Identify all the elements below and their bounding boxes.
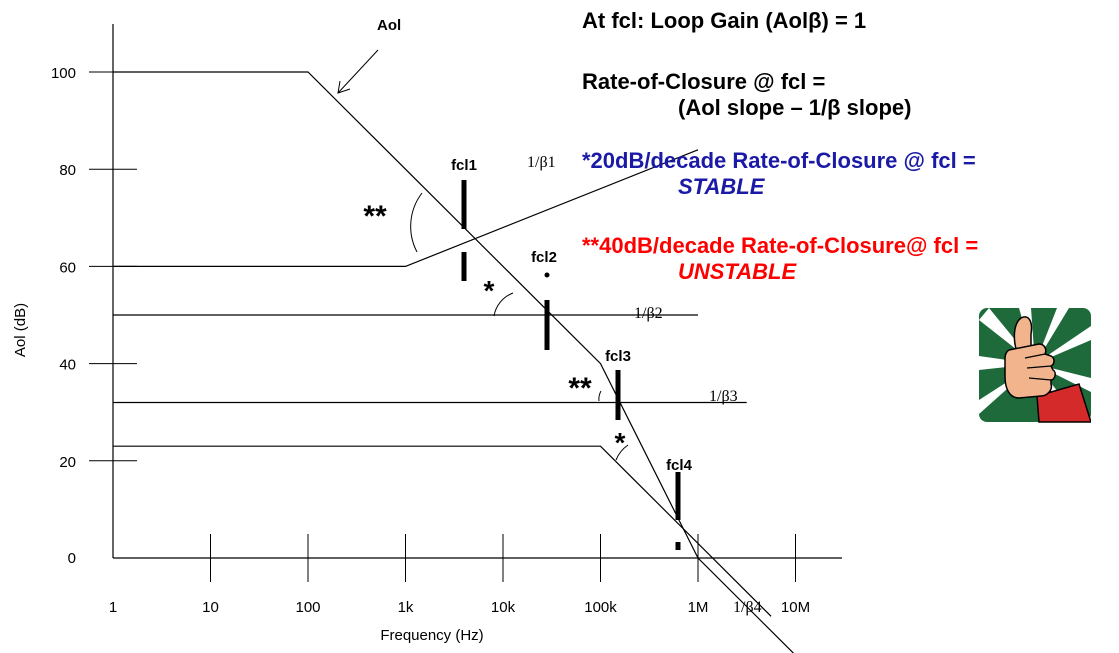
y-tick-label: 20 <box>59 454 76 471</box>
x-tick-label: 100k <box>584 599 617 616</box>
angle-marker: * <box>484 275 495 306</box>
y-tick-label: 80 <box>59 162 76 179</box>
badge-sleeve <box>1036 383 1091 423</box>
note-rate-of-closure-line2: (Aol slope – 1/β slope) <box>678 95 912 120</box>
y-ticks: 0 20 40 60 80 100 <box>51 65 137 567</box>
aol-pointer-arrow <box>337 49 379 94</box>
x-tick-label: 1k <box>398 599 414 616</box>
note-rate-of-closure: Rate-of-Closure @ fcl = (Aol slope – 1/β… <box>582 69 911 121</box>
x-tick-label: 10k <box>491 599 516 616</box>
thumbs-up-icon <box>979 308 1091 423</box>
note-unstable-line1: **40dB/decade Rate-of-Closure@ fcl = <box>582 233 979 258</box>
series-line <box>113 445 772 617</box>
rate-of-closure-arc <box>615 444 629 461</box>
x-tick-label: 10M <box>781 599 810 616</box>
fcl-label: fcl1 <box>451 157 477 174</box>
rate-of-closure-arc <box>493 292 514 317</box>
series-line <box>113 149 699 267</box>
y-tick-label: 40 <box>59 357 76 374</box>
series-line <box>113 71 795 653</box>
note-loop-gain: At fcl: Loop Gain (Aolβ) = 1 <box>582 8 866 34</box>
angle-marker: ** <box>568 372 592 405</box>
series-label-b2: 1/β2 <box>634 305 663 322</box>
fcl-label: fcl2 <box>531 249 557 266</box>
series-label-b3: 1/β3 <box>709 388 738 405</box>
y-tick-label: 0 <box>68 550 76 567</box>
x-tick-label: 1M <box>688 599 709 616</box>
rate-of-closure-arc <box>598 390 602 402</box>
x-ticks: 1 10 100 1k 10k 100k 1M 10M <box>109 534 810 616</box>
note-loop-gain-text: At fcl: Loop Gain (Aolβ) = 1 <box>582 8 867 33</box>
x-tick-label: 100 <box>295 599 320 616</box>
note-unstable-verdict: UNSTABLE <box>678 259 797 284</box>
x-axis-title: Frequency (Hz) <box>380 627 483 644</box>
aol-pointer-arrowhead <box>337 80 351 94</box>
series-label-b1: 1/β1 <box>527 154 556 171</box>
badge-knuckles <box>1024 353 1052 381</box>
y-tick-label: 60 <box>59 259 76 276</box>
fcl-label: fcl4 <box>666 457 693 474</box>
y-tick-label: 100 <box>51 65 76 82</box>
series-lines <box>113 71 795 653</box>
series-label-b4: 1/β4 <box>733 599 762 616</box>
rate-of-closure-arc <box>410 192 423 253</box>
fcl-label: fcl3 <box>605 348 631 365</box>
fcl-dot <box>544 272 550 278</box>
angle-marker: * <box>615 427 626 458</box>
badge-thumb <box>1013 316 1033 354</box>
y-axis-title: Aol (dB) <box>12 303 29 357</box>
note-rate-of-closure-line1: Rate-of-Closure @ fcl = <box>582 69 826 94</box>
note-stable-verdict: STABLE <box>678 174 765 199</box>
series-label-aol: Aol <box>377 17 401 34</box>
angle-marker: ** <box>363 200 387 233</box>
x-tick-label: 10 <box>202 599 219 616</box>
x-tick-label: 1 <box>109 599 117 616</box>
intersection-marks: fcl1 ** fcl2 * fcl3 ** fcl4 * <box>363 157 693 550</box>
note-unstable: **40dB/decade Rate-of-Closure@ fcl = UNS… <box>582 233 978 285</box>
note-stable: *20dB/decade Rate-of-Closure @ fcl = STA… <box>582 148 976 200</box>
note-stable-line1: *20dB/decade Rate-of-Closure @ fcl = <box>582 148 976 173</box>
